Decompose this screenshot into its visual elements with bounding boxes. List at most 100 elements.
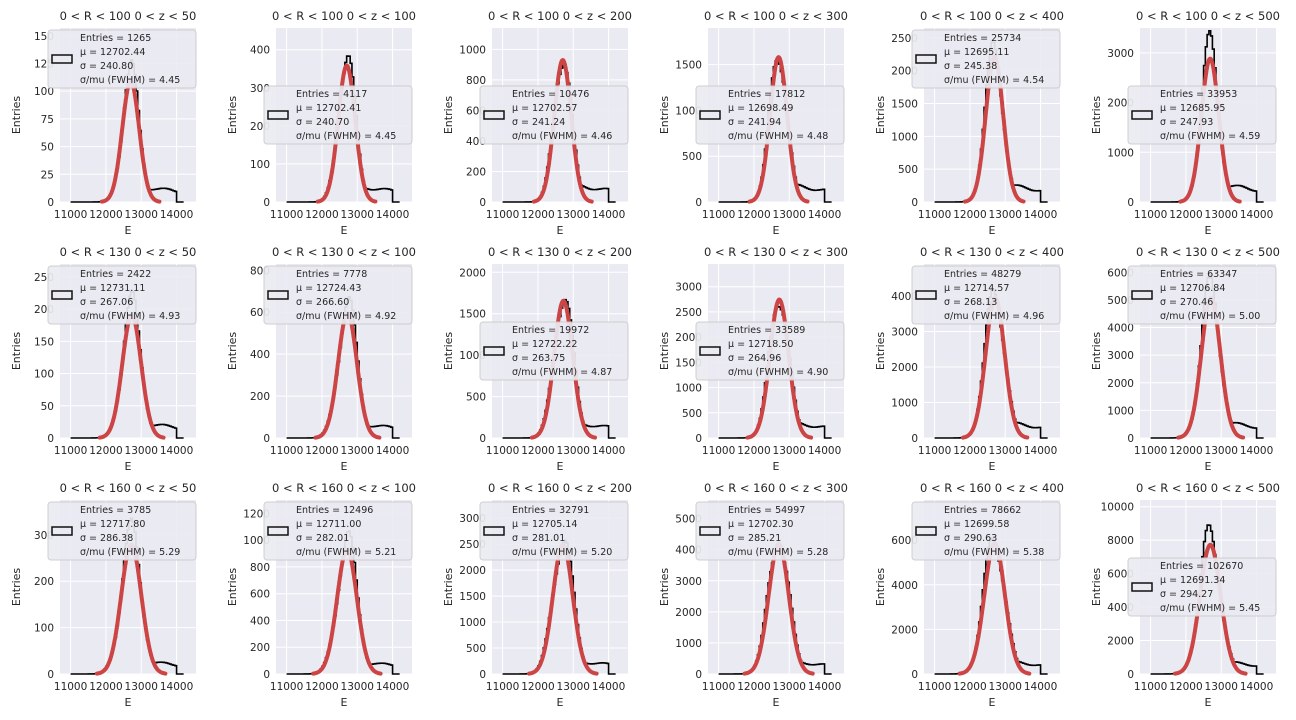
legend-entries: Entries = 4117 bbox=[296, 89, 367, 100]
subplot-12: 11000 12000 13000 14000 0 1000 2000 3000 4000 500… bbox=[1090, 245, 1280, 473]
y-tick-label: 2000 bbox=[459, 267, 486, 279]
subplot-title: 0 < R < 160 0 < z < 400 bbox=[920, 481, 1064, 495]
y-tick-label: 0 bbox=[263, 197, 270, 209]
x-tick-label: 14000 bbox=[160, 445, 193, 457]
legend-box bbox=[911, 265, 1061, 325]
x-tick-label: 11000 bbox=[486, 209, 519, 221]
x-tick-label: 14000 bbox=[808, 445, 841, 457]
legend-mu: μ = 12698.49 bbox=[728, 103, 793, 114]
x-tick-label: 14000 bbox=[1024, 445, 1057, 457]
x-tick-label: 14000 bbox=[592, 445, 625, 457]
legend-mu: μ = 12685.95 bbox=[1160, 103, 1225, 114]
y-tick-label: 2000 bbox=[1107, 378, 1134, 390]
x-tick-label: 11000 bbox=[702, 445, 735, 457]
x-axis-label: E bbox=[557, 460, 564, 473]
subplot-11: 11000 12000 13000 14000 0 1000 2000 3000 4000 0 <… bbox=[874, 245, 1064, 473]
y-tick-label: 2500 bbox=[459, 539, 486, 551]
subplot-title: 0 < R < 100 0 < z < 50 bbox=[60, 9, 197, 23]
y-tick-label: 500 bbox=[682, 408, 702, 420]
legend-box bbox=[911, 501, 1061, 561]
legend-entries: Entries = 48279 bbox=[944, 269, 1021, 280]
x-tick-label: 12000 bbox=[1169, 209, 1202, 221]
legend-sigma: σ = 270.46 bbox=[1160, 297, 1213, 308]
x-tick-label: 13000 bbox=[773, 445, 806, 457]
y-axis-label: Entries bbox=[874, 332, 887, 371]
x-tick-label: 12000 bbox=[89, 445, 122, 457]
x-tick-label: 14000 bbox=[376, 445, 409, 457]
y-axis-label: Entries bbox=[1090, 332, 1103, 371]
y-tick-label: 0 bbox=[47, 669, 54, 681]
legend-box bbox=[695, 321, 845, 381]
x-tick-label: 14000 bbox=[1024, 209, 1057, 221]
legend-entries: Entries = 54997 bbox=[728, 505, 805, 516]
legend-box bbox=[47, 265, 197, 325]
y-tick-label: 2500 bbox=[675, 307, 702, 319]
histogram bbox=[1150, 29, 1264, 203]
gaussian-fit-curve bbox=[747, 55, 810, 204]
x-tick-label: 13000 bbox=[773, 209, 806, 221]
legend-resolution: σ/mu (FWHM) = 5.29 bbox=[80, 547, 180, 558]
legend-resolution: σ/mu (FWHM) = 4.93 bbox=[80, 311, 180, 322]
subplot-title: 0 < R < 130 0 < z < 300 bbox=[704, 245, 848, 259]
x-tick-label: 14000 bbox=[808, 209, 841, 221]
y-axis-label: Entries bbox=[226, 568, 239, 607]
legend-entries: Entries = 63347 bbox=[1160, 269, 1237, 280]
legend-sigma: σ = 290.63 bbox=[944, 533, 997, 544]
y-tick-label: 2000 bbox=[675, 332, 702, 344]
y-tick-label: 1000 bbox=[891, 397, 918, 409]
y-tick-label: 4000 bbox=[891, 580, 918, 592]
legend-entries: Entries = 78662 bbox=[944, 505, 1021, 516]
gaussian-fit-curve bbox=[529, 298, 597, 440]
y-tick-label: 4000 bbox=[1107, 323, 1134, 335]
gaussian-fit-curve bbox=[1173, 542, 1248, 676]
subplot-title: 0 < R < 130 0 < z < 100 bbox=[272, 245, 416, 259]
y-tick-label: 1000 bbox=[1107, 147, 1134, 159]
legend-sigma: σ = 241.94 bbox=[728, 117, 781, 128]
y-tick-label: 1000 bbox=[243, 535, 270, 547]
subplot-18: 11000 12000 13000 14000 0 2000 4000 6000 8000 100… bbox=[1090, 481, 1280, 709]
legend-resolution: σ/mu (FWHM) = 4.90 bbox=[728, 367, 828, 378]
legend-handle bbox=[699, 110, 721, 120]
legend-resolution: σ/mu (FWHM) = 4.48 bbox=[728, 131, 828, 142]
x-tick-label: 11000 bbox=[270, 445, 303, 457]
legend-entries: Entries = 7778 bbox=[296, 269, 367, 280]
y-tick-label: 1000 bbox=[675, 383, 702, 395]
x-axis-label: E bbox=[557, 696, 564, 709]
x-tick-label: 12000 bbox=[953, 445, 986, 457]
subplot-title: 0 < R < 160 0 < z < 100 bbox=[272, 481, 416, 495]
histogram bbox=[286, 55, 400, 203]
x-tick-label: 13000 bbox=[557, 209, 590, 221]
legend-resolution: σ/mu (FWHM) = 4.46 bbox=[512, 131, 612, 142]
x-tick-label: 14000 bbox=[1240, 445, 1273, 457]
legend-handle bbox=[267, 526, 289, 536]
y-tick-label: 2000 bbox=[1107, 98, 1134, 110]
legend-handle bbox=[483, 346, 505, 356]
legend-sigma: σ = 267.06 bbox=[80, 297, 133, 308]
y-tick-label: 0 bbox=[911, 669, 918, 681]
subplot-15: 11000 12000 13000 14000 0 500 1000 1500 2000 2500… bbox=[442, 481, 632, 709]
subplot-title: 0 < R < 130 0 < z < 400 bbox=[920, 245, 1064, 259]
subplot-16: 11000 12000 13000 14000 0 1000 2000 3000 4000 500… bbox=[658, 481, 848, 709]
y-axis-label: Entries bbox=[10, 568, 23, 607]
x-tick-label: 11000 bbox=[1134, 681, 1167, 693]
legend-box bbox=[263, 85, 413, 145]
y-tick-label: 1500 bbox=[675, 357, 702, 369]
gaussian-fit-curve bbox=[531, 58, 594, 204]
legend-sigma: σ = 240.80 bbox=[80, 61, 133, 72]
y-axis-label: Entries bbox=[658, 96, 671, 135]
x-tick-label: 11000 bbox=[1134, 445, 1167, 457]
y-tick-label: 0 bbox=[47, 197, 54, 209]
subplot-title: 0 < R < 100 0 < z < 200 bbox=[488, 9, 632, 23]
x-tick-label: 14000 bbox=[376, 209, 409, 221]
legend-mu: μ = 12711.00 bbox=[296, 519, 361, 530]
x-tick-label: 11000 bbox=[1134, 209, 1167, 221]
legend-mu: μ = 12699.58 bbox=[944, 519, 1009, 530]
y-tick-label: 500 bbox=[466, 392, 486, 404]
x-tick-label: 13000 bbox=[557, 445, 590, 457]
x-axis-label: E bbox=[125, 460, 132, 473]
legend-entries: Entries = 32791 bbox=[512, 505, 589, 516]
legend-resolution: σ/mu (FWHM) = 5.45 bbox=[1160, 603, 1260, 614]
legend-resolution: σ/mu (FWHM) = 4.45 bbox=[80, 75, 180, 86]
x-tick-label: 11000 bbox=[918, 445, 951, 457]
